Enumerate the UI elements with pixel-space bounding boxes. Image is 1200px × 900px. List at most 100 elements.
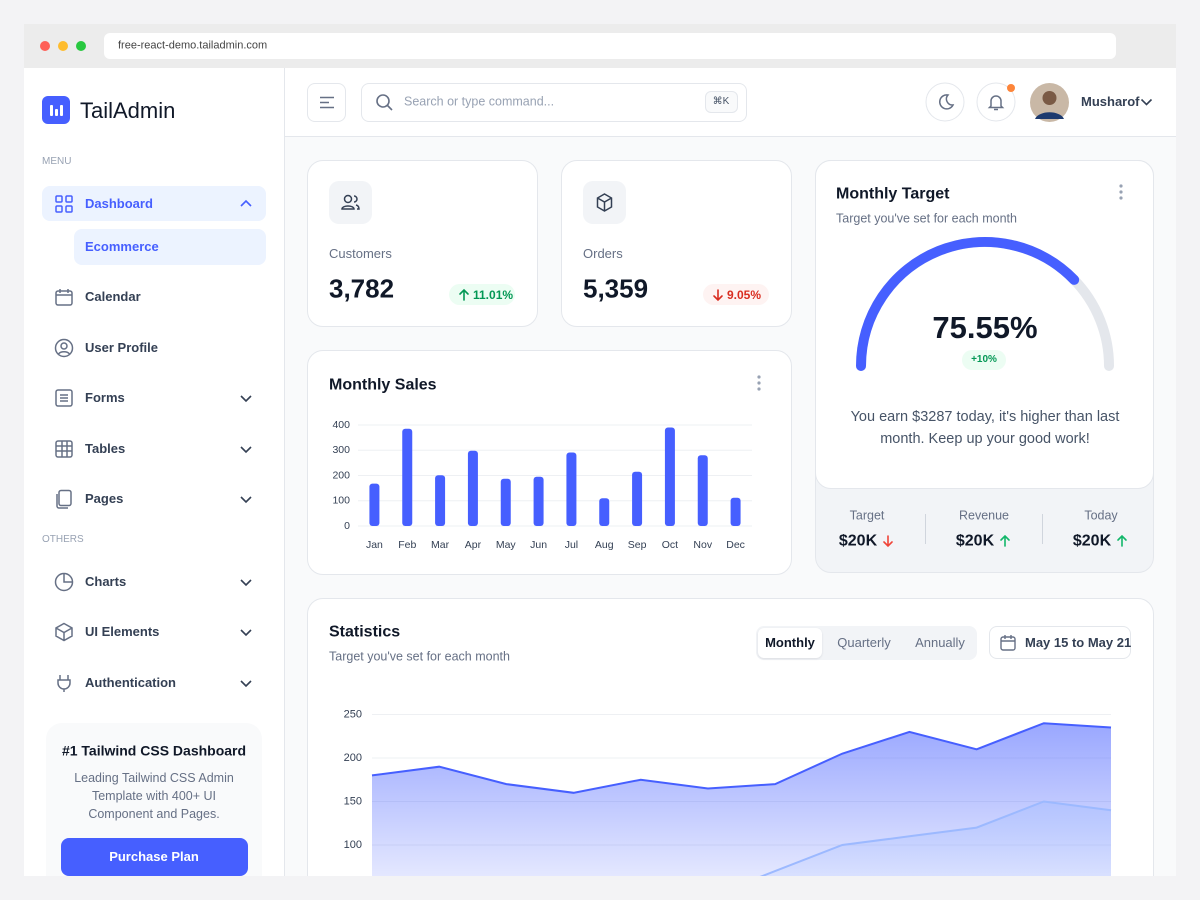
nav-item[interactable]: UI Elements <box>85 624 160 640</box>
bar <box>435 475 446 526</box>
divider <box>1042 514 1043 544</box>
user-name[interactable]: Musharof <box>1081 94 1140 110</box>
promo-title: #1 Tailwind CSS Dashboard <box>61 742 247 759</box>
metric-change: 11.01% <box>473 287 514 302</box>
trend-arrow <box>713 289 723 302</box>
promo-text: Leading Tailwind CSS Admin Template with… <box>74 771 234 821</box>
card-title: Statistics <box>329 623 401 641</box>
y-tick-label: 250 <box>344 708 362 720</box>
area-fill <box>762 801 1111 876</box>
nav-icon <box>55 440 73 458</box>
stat-label: Today <box>1084 508 1118 523</box>
y-tick-label: 100 <box>344 839 362 851</box>
bar <box>566 452 577 526</box>
x-tick-label: Aug <box>595 539 614 551</box>
gauge-label: 75.55% <box>932 310 1037 345</box>
chevron <box>240 446 252 454</box>
url: free-react-demo.tailadmin.com <box>118 39 268 52</box>
x-tick-label: Jan <box>366 539 383 551</box>
tab-label[interactable]: Annually <box>915 635 965 651</box>
sales-card <box>307 350 792 575</box>
search-icon <box>376 94 393 111</box>
nav-item[interactable]: Pages <box>85 491 124 507</box>
chevron <box>240 629 252 637</box>
nav-active-bg[interactable] <box>42 186 266 221</box>
y-tick-label: 0 <box>344 520 350 532</box>
shortcut-key <box>705 91 738 113</box>
purchase-button[interactable] <box>61 838 248 876</box>
tab-label[interactable]: Monthly <box>765 635 815 651</box>
x-tick-label: Sep <box>628 539 647 551</box>
trend-arrow <box>1117 534 1127 547</box>
x-tick-label: Dec <box>726 539 745 551</box>
x-tick-label: Jul <box>565 539 578 551</box>
x-tick-label: Mar <box>431 539 450 551</box>
metric-icon-bg <box>329 181 372 224</box>
tab[interactable] <box>758 628 822 658</box>
x-tick-label: Apr <box>465 539 482 551</box>
nav-item[interactable]: Authentication <box>85 675 176 691</box>
gauge-track <box>856 237 1114 371</box>
trend-arrow <box>1000 534 1010 547</box>
nav-icon <box>55 195 73 213</box>
gauge-arc <box>856 237 1080 371</box>
nav-item[interactable]: Charts <box>85 574 127 590</box>
metric-value: 3,782 <box>329 273 395 304</box>
metric-badge <box>703 284 769 305</box>
charts-layer: 75.55% 0 100 200 300 400 Jan Feb Mar Apr May Jun Jul… <box>332 237 1127 876</box>
nav-icon <box>54 572 74 592</box>
metric-label: Orders <box>583 246 623 262</box>
nav-item[interactable]: User Profile <box>85 340 158 356</box>
brand: TailAdmin <box>80 97 176 123</box>
x-tick-label: Jun <box>530 539 547 551</box>
chevron <box>240 579 252 587</box>
bar <box>533 476 544 526</box>
url-bar[interactable] <box>104 33 1116 59</box>
target-message: You earn $3287 today, it's higher than l… <box>850 409 1120 447</box>
card-subtitle: Target you've set for each month <box>329 649 510 664</box>
nav-item[interactable]: Tables <box>85 441 126 457</box>
chevron <box>240 395 252 403</box>
nav-icon <box>54 338 74 358</box>
menu-icon <box>320 96 334 109</box>
trend-arrow <box>883 535 893 548</box>
nav-item[interactable]: Dashboard <box>85 196 153 212</box>
search-box[interactable] <box>361 83 747 122</box>
card-subtitle: Target you've set for each month <box>836 211 1017 226</box>
target-change: +10% <box>971 354 997 365</box>
tab-label[interactable]: Quarterly <box>837 635 891 651</box>
chevron <box>1140 98 1153 106</box>
y-tick-label: 150 <box>344 795 362 807</box>
nav-item[interactable]: Calendar <box>85 289 141 305</box>
date-picker[interactable] <box>989 626 1131 659</box>
others-heading: OTHERS <box>42 534 84 545</box>
purchase-label[interactable]: Purchase Plan <box>109 849 199 865</box>
chevron <box>240 496 252 504</box>
nav-icon <box>55 389 73 407</box>
bar <box>697 455 708 526</box>
date-range[interactable]: May 15 to May 21 <box>1025 635 1132 651</box>
avatar[interactable] <box>1030 83 1069 122</box>
card-title: Monthly Sales <box>329 376 437 394</box>
x-tick-label: Oct <box>662 539 678 551</box>
more-menu[interactable] <box>1117 183 1125 201</box>
y-tick-label: 200 <box>332 469 350 481</box>
search-placeholder: Search or type command... <box>404 94 555 109</box>
browser-window: free-react-demo.tailadmin.com TailAdmin … <box>24 24 1176 876</box>
metric-icon <box>596 193 613 212</box>
stat-value: $20K <box>838 532 878 550</box>
subnav-active-bg[interactable] <box>74 229 266 265</box>
bar <box>664 427 675 526</box>
metric-badge <box>449 284 515 305</box>
nav-item[interactable]: Forms <box>85 390 125 406</box>
calendar-icon <box>1000 635 1016 651</box>
y-tick-label: 300 <box>332 444 350 456</box>
logo-icon <box>42 96 70 124</box>
bar <box>467 450 478 526</box>
window-controls <box>40 41 86 51</box>
subnav-item[interactable]: Ecommerce <box>85 239 159 255</box>
menu-toggle[interactable] <box>307 83 346 122</box>
metric-change: 9.05% <box>727 287 762 302</box>
more-menu[interactable] <box>755 374 763 392</box>
